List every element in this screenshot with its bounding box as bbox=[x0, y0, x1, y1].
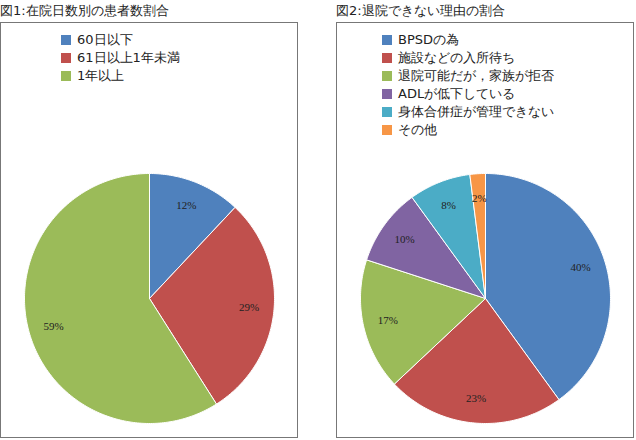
svg-text:23%: 23% bbox=[466, 392, 486, 404]
html-text:61日以上1年未満: 61日以上1年未満 bbox=[77, 50, 180, 65]
svg-text:40%: 40% bbox=[571, 261, 591, 273]
html-text:その他: その他 bbox=[398, 122, 437, 137]
svg-text:29%: 29% bbox=[239, 301, 259, 313]
html-text:図2:退院できない理由の割合: 図2:退院できない理由の割合 bbox=[336, 3, 505, 18]
svg-text:10%: 10% bbox=[395, 233, 415, 245]
html-text:60日以下: 60日以下 bbox=[77, 32, 133, 47]
svg-text:12%: 12% bbox=[176, 199, 196, 211]
svg-text:8%: 8% bbox=[441, 199, 456, 211]
html-text:身体合併症が管理できない: 身体合併症が管理できない bbox=[398, 104, 554, 119]
html-text:BPSDの為: BPSDの為 bbox=[398, 32, 459, 47]
html-text:図1:在院日数別の患者数割合: 図1:在院日数別の患者数割合 bbox=[0, 3, 169, 18]
html-text:ADLが低下している: ADLが低下している bbox=[398, 86, 516, 101]
svg-text:59%: 59% bbox=[43, 320, 63, 332]
svg-text:17%: 17% bbox=[378, 314, 398, 326]
html-text:退院可能だが，家族が拒否: 退院可能だが，家族が拒否 bbox=[398, 68, 554, 83]
svg-text:2%: 2% bbox=[472, 192, 487, 204]
html-text:施設などの入所待ち: 施設などの入所待ち bbox=[398, 50, 515, 65]
html-text:1年以上: 1年以上 bbox=[77, 68, 125, 83]
